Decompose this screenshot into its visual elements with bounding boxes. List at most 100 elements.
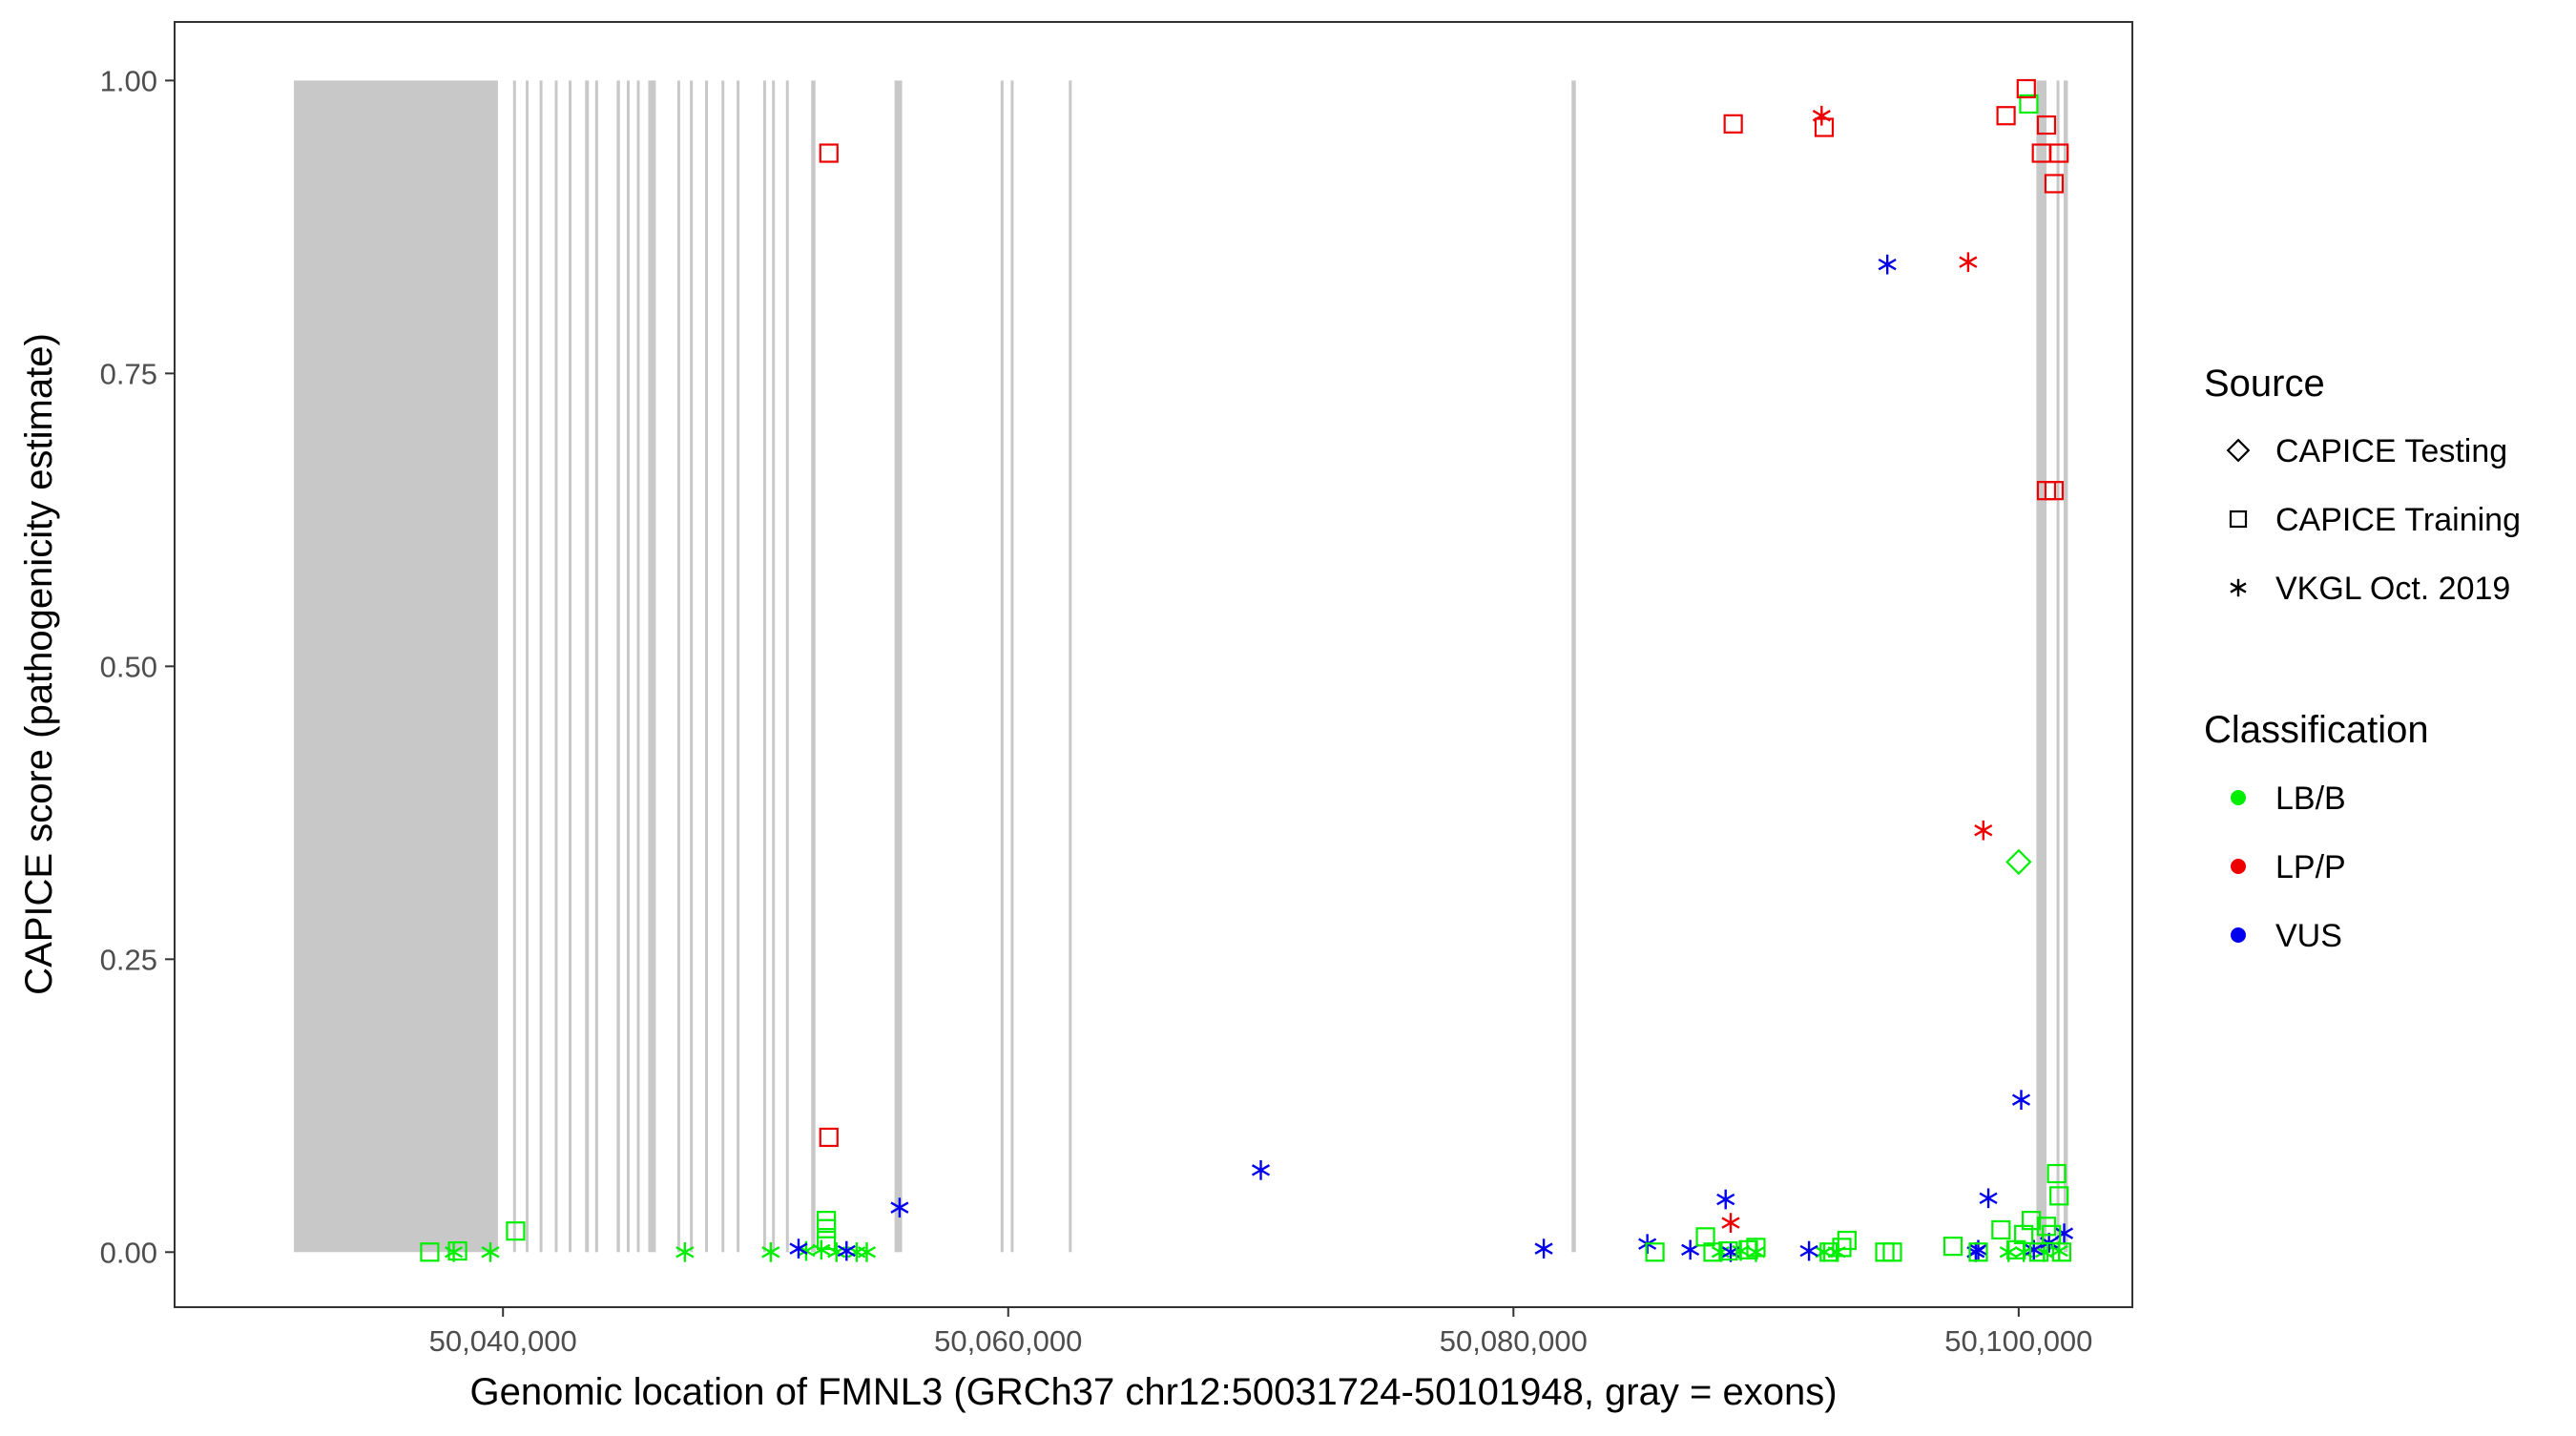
asterisk-stroke (2054, 1227, 2074, 1239)
exon-band (811, 80, 816, 1253)
asterisk-stroke (2011, 1093, 2031, 1106)
legend-classification-title: Classification (2204, 709, 2429, 751)
point-asterisk (1799, 1240, 1818, 1261)
y-tick-label: 0.75 (100, 357, 157, 390)
point-asterisk (857, 1241, 877, 1262)
point-layer (420, 78, 2074, 1262)
asterisk-stroke (1799, 1244, 1818, 1258)
point-square (1991, 1219, 2011, 1240)
point-square (420, 1242, 440, 1262)
point-square (1837, 1230, 1857, 1251)
exon-band (721, 80, 725, 1253)
asterisk-stroke (2230, 582, 2247, 593)
point-square (2016, 78, 2036, 99)
point-diamond (2005, 848, 2032, 876)
exon-band (737, 80, 740, 1253)
point-asterisk (789, 1238, 808, 1259)
plot-panel-border (174, 21, 2133, 1308)
legend-class-label: LP/P (2275, 849, 2346, 885)
exon-band (626, 80, 630, 1253)
exon-band (2056, 80, 2060, 1253)
exon-band (512, 80, 516, 1253)
point-square (817, 1230, 837, 1251)
point-square (1723, 114, 1743, 134)
point-square (2028, 1242, 2049, 1262)
exon-band (526, 80, 530, 1253)
asterisk-stroke (1959, 256, 1978, 268)
point-square (2021, 1211, 2042, 1231)
exon-band (554, 80, 558, 1253)
point-square (2036, 114, 2057, 135)
point-asterisk (837, 1240, 856, 1261)
point-square (2036, 481, 2057, 501)
point-asterisk (1974, 820, 1993, 841)
point-asterisk (1878, 254, 1897, 275)
legend-source-label: CAPICE Testing (2275, 433, 2507, 469)
exon-band (762, 80, 766, 1253)
asterisk-stroke (675, 1246, 695, 1259)
point-square (1703, 1242, 1723, 1262)
point-square (2049, 1186, 2069, 1206)
point-square (2229, 510, 2248, 529)
exon-band (539, 80, 543, 1253)
point-square (1814, 117, 1835, 137)
exon-layer (294, 80, 2068, 1253)
exon-band (636, 80, 640, 1253)
point-square (2051, 1242, 2071, 1262)
exon-band (1010, 80, 1014, 1253)
point-asterisk (481, 1241, 500, 1262)
exon-band (1000, 80, 1004, 1253)
point-asterisk (675, 1241, 695, 1262)
exon-band (705, 80, 709, 1253)
y-tick-label: 0.00 (100, 1236, 157, 1269)
exon-band (569, 80, 572, 1253)
x-axis-title: Genomic location of FMNL3 (GRCh37 chr12:… (469, 1371, 1837, 1413)
point-square (817, 1218, 837, 1238)
point-asterisk (2011, 1090, 2031, 1111)
exon-band (785, 80, 789, 1253)
point-asterisk (890, 1197, 909, 1217)
point-asterisk (1721, 1213, 1740, 1233)
legend-class-label: LB/B (2275, 780, 2346, 817)
asterisk-stroke (1974, 824, 1993, 837)
legend-source-label: CAPICE Training (2275, 502, 2521, 538)
exon-band (690, 80, 694, 1253)
x-tick-label: 50,060,000 (934, 1324, 1082, 1358)
legend-class-label: VUS (2275, 918, 2342, 954)
asterisk-stroke (1534, 1242, 1553, 1255)
legend-source: Source CAPICE Testing CAPICE Training VKGL… (2204, 363, 2521, 607)
exon-band (2063, 80, 2068, 1253)
asterisk-stroke (890, 1201, 909, 1214)
exon-band (2036, 80, 2046, 1253)
asterisk-stroke (481, 1246, 500, 1259)
exon-band (616, 80, 620, 1253)
exon-band (585, 80, 590, 1253)
legend-class-swatch (2231, 790, 2246, 805)
point-square (2046, 1163, 2067, 1184)
asterisk-stroke (797, 1244, 816, 1258)
asterisk-stroke (857, 1246, 877, 1259)
asterisk-stroke (2025, 1243, 2044, 1257)
asterisk-stroke (1716, 1193, 1735, 1206)
asterisk-stroke (1251, 1164, 1271, 1176)
point-square (1718, 1240, 1738, 1261)
point-square (2044, 174, 2065, 194)
point-square (2042, 1224, 2062, 1244)
point-asterisk (2230, 578, 2247, 597)
axis-layer: 50,040,000 50,060,000 50,080,000 50,100,000… (100, 64, 2093, 1358)
exon-band (894, 80, 903, 1253)
x-tick-label: 50,080,000 (1440, 1324, 1588, 1358)
y-tick-label: 0.25 (100, 943, 157, 976)
asterisk-stroke (1721, 1217, 1740, 1229)
point-square (447, 1240, 467, 1261)
legend-source-label: VKGL Oct. 2019 (2275, 571, 2510, 607)
legend-source-items: CAPICE Testing CAPICE Training VKGL Oct. 2… (2226, 433, 2521, 607)
exon-band (1571, 80, 1576, 1253)
asterisk-stroke (789, 1242, 808, 1255)
asterisk-stroke (1878, 258, 1897, 271)
legend-class-swatch (2231, 927, 2246, 943)
y-tick-label: 1.00 (100, 64, 157, 97)
exon-band (676, 80, 680, 1253)
point-square (1968, 1242, 1988, 1262)
